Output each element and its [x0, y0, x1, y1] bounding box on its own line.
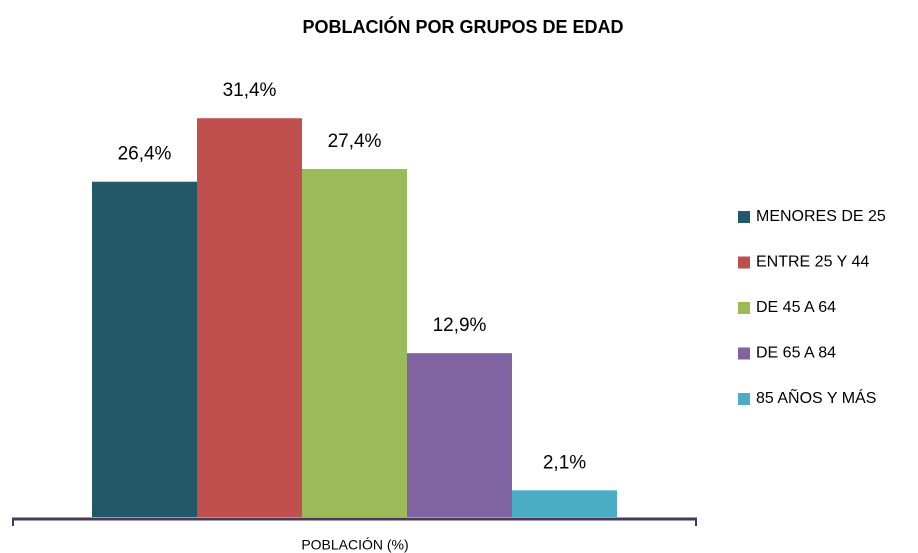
legend-swatch [738, 302, 750, 314]
legend-label: DE 45 A 64 [756, 299, 836, 316]
value-label: 27,4% [328, 131, 382, 152]
value-label: 12,9% [433, 315, 487, 336]
bar [197, 118, 302, 517]
legend-label: MENORES DE 25 [756, 208, 886, 225]
x-tick-label: POBLACIÓN (%) [301, 537, 408, 553]
legend-swatch [738, 347, 750, 360]
bar [407, 353, 512, 517]
value-label: 2,1% [543, 452, 586, 473]
bar [512, 490, 617, 517]
value-label: 31,4% [223, 80, 277, 101]
legend-swatch [738, 211, 750, 223]
legend-label: ENTRE 25 Y 44 [756, 254, 869, 271]
bar [302, 169, 407, 517]
bar [92, 181, 197, 517]
legend-swatch [738, 393, 750, 405]
legend-swatch [738, 256, 750, 269]
chart-title: POBLACIÓN POR GRUPOS DE EDAD [302, 16, 623, 37]
value-label: 26,4% [118, 144, 172, 165]
legend-label: 85 AÑOS Y MÁS [756, 387, 876, 407]
legend-label: DE 65 A 84 [756, 345, 836, 362]
